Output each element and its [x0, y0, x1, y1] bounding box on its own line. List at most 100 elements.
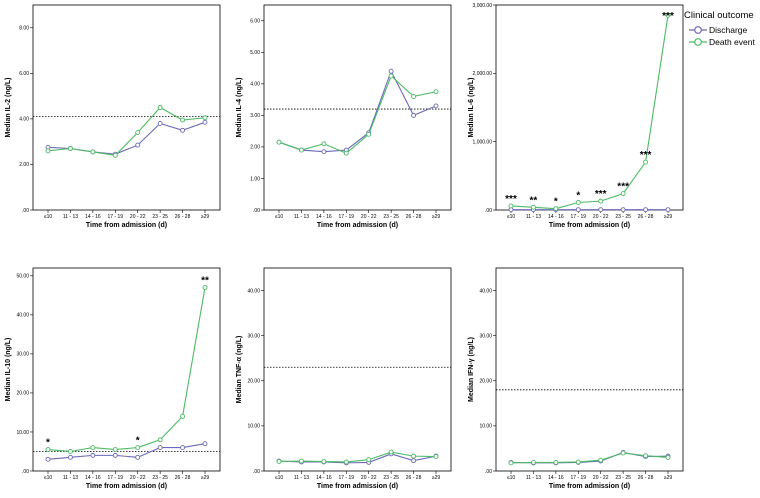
panel-2-series-death-event-point — [321, 141, 327, 147]
panel-6-x-tick-label: ≥29 — [664, 475, 673, 481]
panel-2-x-tick-label: 11 - 13 — [294, 214, 309, 220]
panel-6-series-death-event-point — [508, 460, 514, 466]
panel-5-y-tick-label: .00 — [253, 469, 260, 475]
panel-6-x-tick-label: 14 - 16 — [548, 475, 564, 481]
panel-6-series-death-event-line — [510, 452, 669, 464]
legend-item-discharge: Discharge — [689, 24, 760, 36]
panel-4-y-tick-label: 10.00 — [16, 430, 29, 436]
panel-2-y-tick-label: 6.00 — [250, 19, 260, 25]
panel-6-x-tick-label: 17 - 19 — [570, 475, 586, 481]
panel-4-x-tick-label: 14 - 16 — [85, 475, 101, 481]
panel-4-series-discharge-point — [45, 456, 51, 462]
panel-2-series-death-event-point — [411, 94, 417, 99]
panel-1-x-axis-label: Time from admission (d) — [86, 222, 167, 229]
panel-4-series-discharge-point — [67, 454, 73, 460]
panel-1-series-death-event-point — [90, 149, 96, 155]
legend-item-death-event: Death event — [689, 36, 760, 48]
panel-3-y-tick-label: 2,000.00 — [473, 71, 493, 77]
panel-4-series-death-event-line — [47, 287, 206, 453]
panel-4-series-death-event-point — [112, 447, 118, 452]
panel-3-significance-marker: *** — [595, 189, 607, 200]
panel-1-x-tick-label: 23 - 25 — [152, 214, 168, 220]
panel-2-series-discharge-point — [411, 112, 417, 118]
panel-2-series-death-event-point — [366, 131, 372, 137]
panel-2-series-death-event-point — [276, 139, 282, 145]
panel-3-series-death-event-point — [643, 159, 649, 165]
panel-5-x-axis-label: Time from admission (d) — [317, 483, 398, 490]
panel-3-series-discharge-point — [575, 207, 581, 213]
panel-2-series-death-event-point — [388, 73, 394, 79]
panel-1-x-tick-label: ≤10 — [44, 214, 53, 220]
panel-6-series-death-event-point — [665, 455, 671, 460]
panel-3-series-discharge-point — [598, 207, 604, 213]
panel-3-x-tick-label: ≤10 — [507, 214, 516, 220]
panel-6-y-tick-label: .00 — [485, 469, 492, 475]
panel-3-y-tick-label: 3,000.00 — [473, 3, 493, 9]
panel-1-x-tick-label: 20 - 22 — [130, 214, 146, 220]
legend: Clinical outcome Discharge Death event — [676, 10, 760, 48]
panel-4-series-discharge-point — [180, 445, 186, 451]
panel-4-x-tick-label: ≤10 — [44, 475, 53, 481]
panel-5-x-tick-label: ≥29 — [432, 475, 441, 481]
panel-6-y-axis-label: Median IFN-γ (ng/L) — [468, 337, 475, 402]
panel-3-series-death-event-point — [620, 191, 626, 197]
panel-1-series-discharge-point — [135, 142, 141, 148]
panel-1-y-axis-label: Median IL-2 (ng/L) — [5, 78, 12, 138]
panel-5-series-discharge-line — [278, 453, 437, 464]
panel-1-y-tick-label: 6.00 — [19, 71, 29, 77]
panel-4-series-discharge-line — [47, 443, 206, 460]
panel-1-series-discharge-point — [157, 120, 163, 126]
panel-4-series-discharge-point — [157, 445, 163, 451]
panel-5-x-tick-label: 23 - 25 — [383, 475, 399, 481]
panel-1-series-death-event-line — [47, 106, 206, 156]
panel-2-series-discharge-line — [278, 69, 437, 153]
panel-1-y-tick-label: 2.00 — [19, 162, 29, 168]
panel-1-x-tick-label: 17 - 19 — [107, 214, 123, 220]
panel-3-series-death-event-point — [665, 12, 671, 18]
panel-4-series-death-event-point — [67, 449, 73, 454]
panel-2-x-tick-label: 14 - 16 — [316, 214, 332, 220]
panel-2-series-discharge-point — [321, 149, 327, 155]
panel-1-y-tick-label: 8.00 — [19, 26, 29, 32]
panel-3-x-tick-label: 17 - 19 — [570, 214, 586, 220]
panel-1-x-tick-label: 26 - 28 — [175, 214, 191, 220]
panel-1-y-tick-label: 4.00 — [19, 117, 29, 123]
panel-6-x-tick-label: 11 - 13 — [526, 475, 541, 481]
panel-5-series-death-event-point — [321, 459, 327, 464]
panel-4-series-death-event-point — [157, 437, 163, 443]
panel-6-series-death-event-point — [643, 453, 649, 459]
panel-5-y-tick-label: 30.00 — [247, 333, 260, 339]
panel-4-y-tick-label: .00 — [22, 469, 29, 475]
panel-5-series-death-event-point — [343, 459, 349, 465]
panel-1-x-tick-label: 14 - 16 — [85, 214, 101, 220]
panel-6-x-tick-label: 20 - 22 — [593, 475, 609, 481]
panel-5-y-tick-label: 10.00 — [247, 424, 260, 430]
panel-5-y-axis-label: Median TNF-α (ng/L) — [236, 336, 243, 404]
panel-1-series-death-event-point — [202, 115, 208, 121]
panel-5-series-death-event-point — [276, 459, 282, 464]
panel-2-y-axis-label: Median IL-4 (ng/L) — [236, 78, 243, 138]
panel-2-series-death-event-point — [433, 89, 439, 95]
panel-1-y-tick-label: .00 — [22, 208, 29, 214]
panel-6-x-axis-label: Time from admission (d) — [549, 483, 630, 490]
panel-5-x-tick-label: 20 - 22 — [361, 475, 377, 481]
panel-1-x-tick-label: ≥29 — [201, 214, 210, 220]
panel-2-x-tick-label: 17 - 19 — [338, 214, 354, 220]
panel-5-x-tick-label: 11 - 13 — [294, 475, 309, 481]
panel-4-series-death-event-point — [202, 285, 208, 290]
panel-1-series-death-event-point — [67, 146, 73, 151]
panel-3-x-tick-label: ≥29 — [664, 214, 673, 220]
panel-3-x-tick-label: 20 - 22 — [593, 214, 609, 220]
panel-3-series-discharge-point — [643, 207, 649, 213]
panel-2-series-discharge-point — [388, 68, 394, 74]
panel-1-series-death-event-point — [45, 148, 51, 154]
panel-4-series-discharge-point — [90, 452, 96, 458]
panel-5-series-discharge-point — [411, 458, 417, 464]
panel-3-significance-marker: *** — [505, 194, 517, 205]
panel-5-series-death-event-line — [278, 451, 437, 463]
panel-4-series-discharge-point — [202, 441, 208, 447]
panel-2-y-tick-label: 1.00 — [250, 176, 260, 182]
panel-6-x-tick-label: ≤10 — [507, 475, 516, 481]
panel-5-series-death-event-point — [433, 454, 439, 460]
panel-1-series-death-event-point — [135, 130, 141, 136]
